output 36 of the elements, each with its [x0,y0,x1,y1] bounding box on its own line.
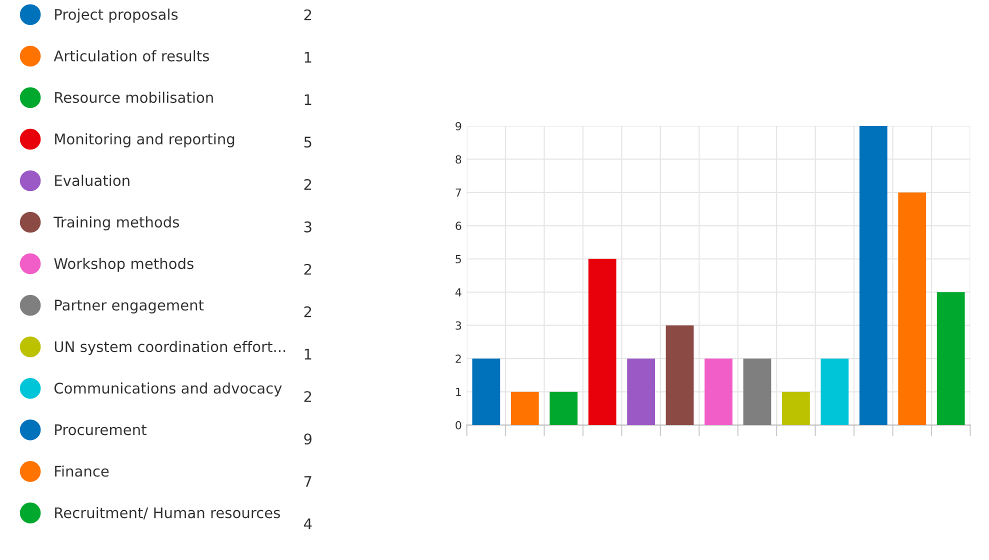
legend-label: Articulation of results [54,50,210,62]
text: 2 [304,9,312,20]
legend-label: Training methods [54,216,180,230]
y-tick-label: 5 [456,255,461,264]
y-tick-label: 0 [456,421,462,430]
y-tick-label: 6 [456,222,462,230]
legend-label: Resource mobilisation [55,92,213,103]
y-tick-label: 9 [456,122,462,130]
text: 4 [304,518,312,530]
legend-label: Procurement [55,424,146,436]
text: 1 [304,348,312,360]
text: 9 [304,434,312,445]
legend-label: UN system coordination effort... [54,340,286,355]
y-tick-label: 8 [456,155,462,164]
y-tick-label: 7 [456,188,461,197]
legend-label: Partner engagement [55,300,204,314]
y-tick-label: 1 [456,388,461,396]
y-tick-label: 2 [456,354,461,363]
text: 2 [304,306,312,318]
legend-label: Finance [55,465,109,477]
legend-label: Workshop methods [54,258,194,272]
legend-label: Evaluation [55,174,130,186]
y-tick-label: 4 [455,288,462,296]
y-tick-label: 3 [456,321,462,330]
text: 7 [304,476,312,487]
text: 5 [304,136,312,148]
text: 1 [304,52,312,63]
text: 2 [304,391,312,402]
legend-label: Recruitment/ Human resources [55,507,280,520]
legend-label: Monitoring and reporting [55,133,234,148]
legend-label: Communications and advocacy [54,382,282,397]
text: 1 [304,94,312,105]
text: 2 [304,179,312,190]
text: 3 [304,221,312,232]
text: 2 [304,264,312,275]
legend-label: Project proposals [55,8,178,23]
